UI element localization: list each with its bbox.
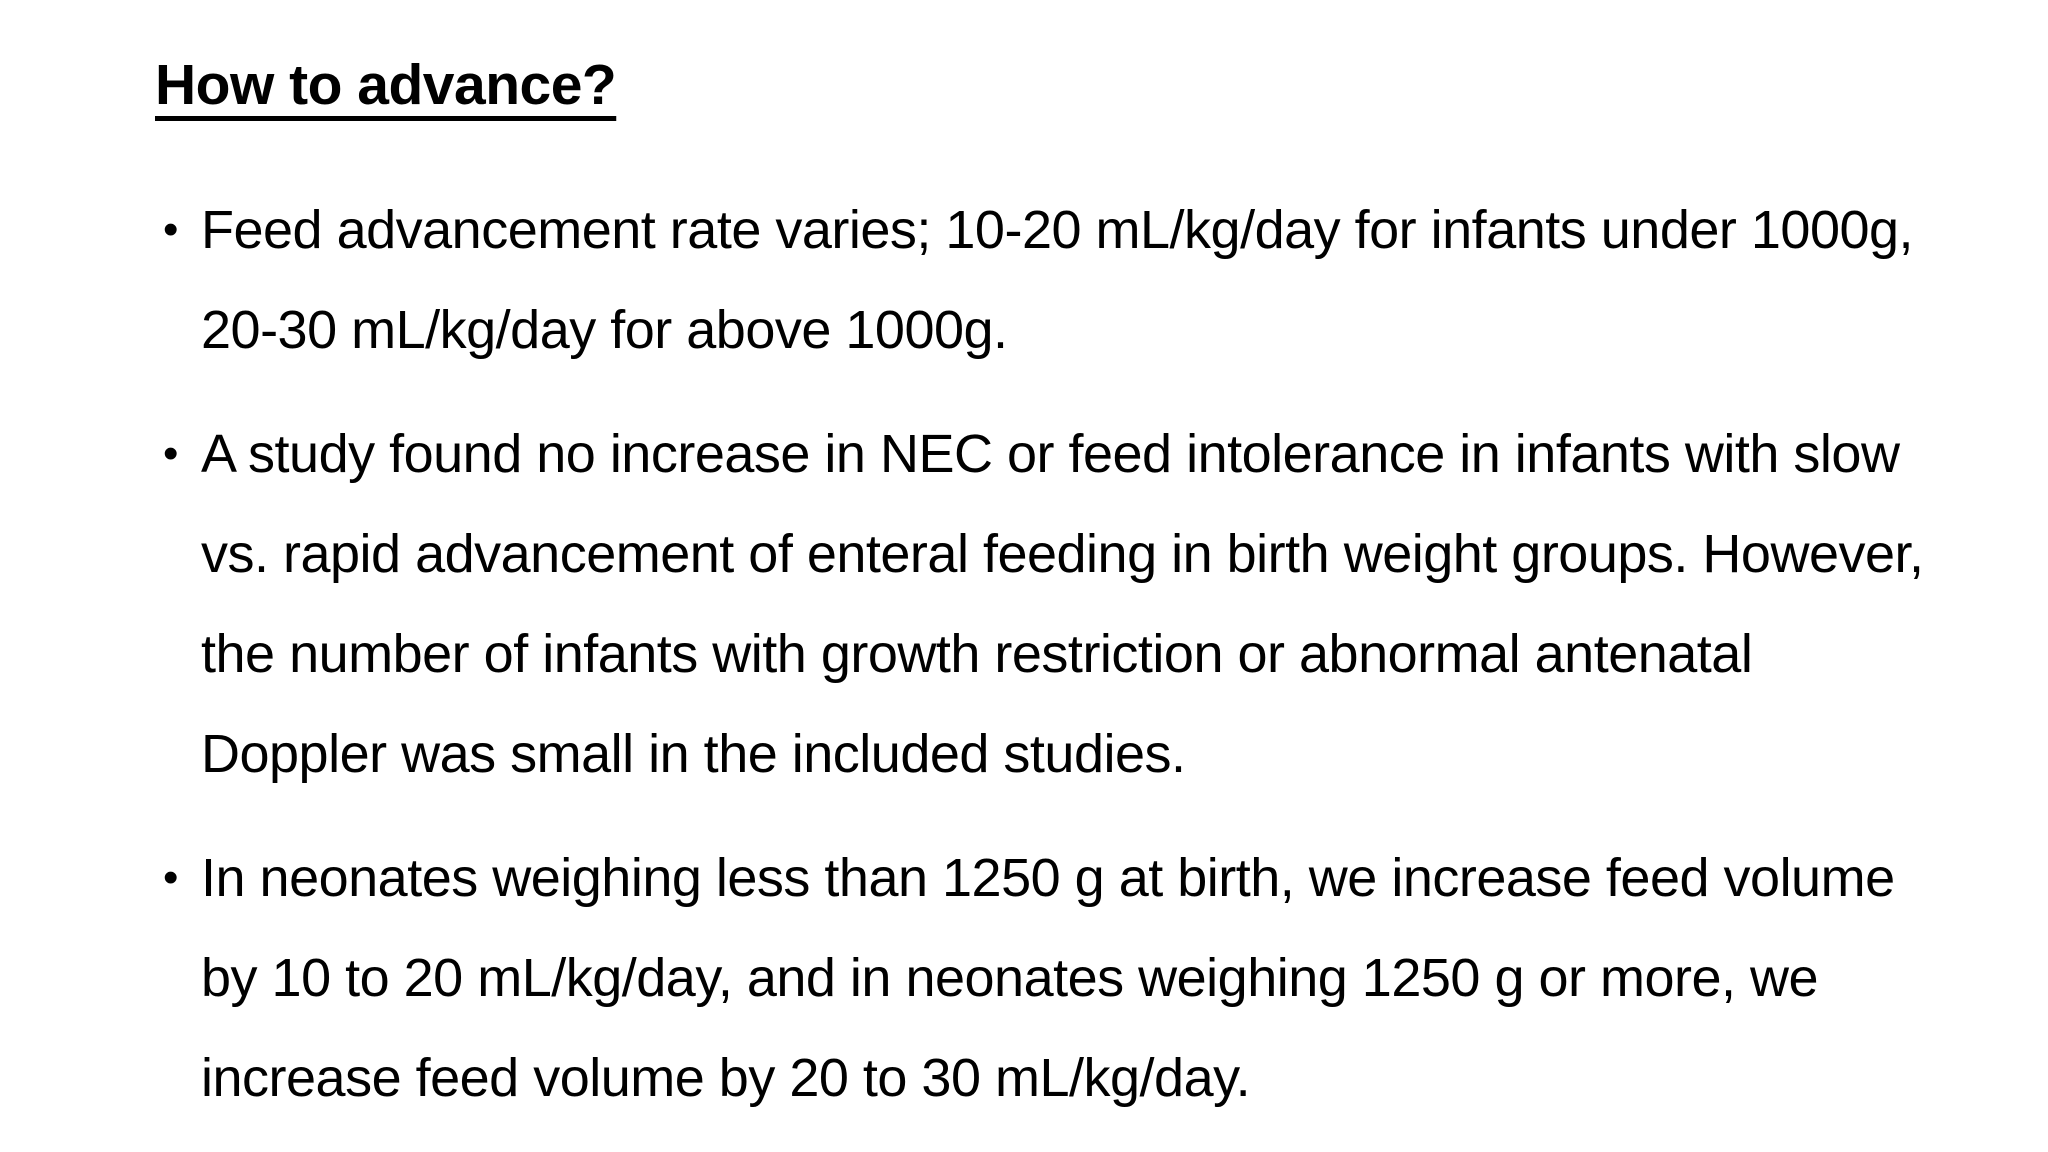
bullet-item-3: • In neonates weighing less than 1250 g … xyxy=(155,828,1928,1128)
bullet-item-2: • A study found no increase in NEC or fe… xyxy=(155,404,1928,804)
bullet-marker: • xyxy=(163,429,179,478)
slide-title: How to advance? xyxy=(155,53,617,117)
bullet-item-1: • Feed advancement rate varies; 10-20 mL… xyxy=(155,180,1928,380)
bullet-marker: • xyxy=(163,853,179,902)
bullet-marker: • xyxy=(163,205,179,254)
bullet-text-study-nec-findings: A study found no increase in NEC or feed… xyxy=(201,424,1924,784)
bullet-text-neonate-volume-increase: In neonates weighing less than 1250 g at… xyxy=(201,848,1895,1108)
bullet-list: • Feed advancement rate varies; 10-20 mL… xyxy=(155,180,1928,1128)
bullet-text-feed-advancement-rate: Feed advancement rate varies; 10-20 mL/k… xyxy=(201,200,1914,360)
